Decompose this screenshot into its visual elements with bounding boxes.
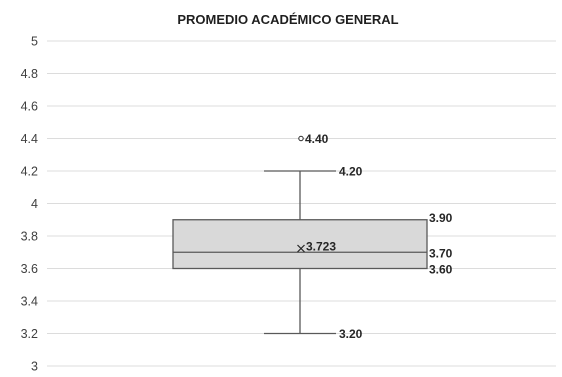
y-tick-label: 3.8 — [21, 230, 38, 244]
mean-marker — [297, 244, 305, 253]
y-tick-label: 4.2 — [21, 165, 38, 179]
q1-label: 3.60 — [429, 263, 453, 277]
plot-area — [172, 135, 428, 335]
y-tick-label: 3.6 — [21, 262, 38, 276]
y-tick-label: 3 — [31, 360, 38, 374]
mean-label: 3.723 — [306, 240, 336, 254]
y-tick-label: 3.4 — [21, 295, 38, 309]
chart-title: PROMEDIO ACADÉMICO GENERAL — [177, 12, 398, 27]
y-tick-label: 4.8 — [21, 67, 38, 81]
y-tick-label: 4.4 — [21, 132, 38, 146]
mean-marker-stroke — [297, 244, 305, 253]
outlier-label: 4.40 — [305, 132, 329, 146]
data-labels: 4.40 4.20 3.90 3.723 3.70 3.60 3.20 — [305, 132, 453, 341]
y-tick-label: 3.2 — [21, 327, 38, 341]
y-tick-label: 5 — [31, 35, 38, 49]
min-label: 3.20 — [339, 327, 363, 341]
gridlines — [47, 40, 556, 367]
interquartile-box — [172, 219, 428, 270]
outlier-point — [298, 135, 304, 142]
y-tick-label: 4.6 — [21, 100, 38, 114]
max-label: 4.20 — [339, 165, 363, 179]
q3-label: 3.90 — [429, 211, 453, 225]
median-label: 3.70 — [429, 246, 453, 260]
y-tick-label: 4 — [31, 197, 38, 211]
y-axis-ticks: 3 3.2 3.4 3.6 3.8 4 4.2 4.4 4.6 4.8 5 — [21, 35, 38, 374]
